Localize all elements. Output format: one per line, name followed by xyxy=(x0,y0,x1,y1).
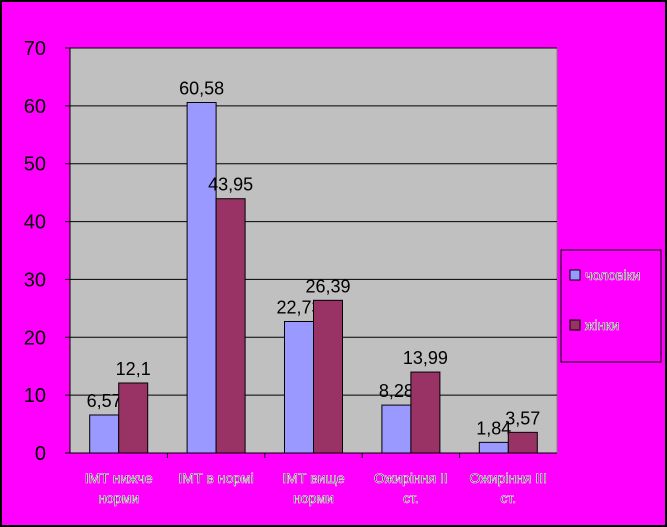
y-tick-label: 20 xyxy=(24,327,46,349)
x-tick-label: ст. xyxy=(500,490,516,506)
data-label: 8,28 xyxy=(379,381,414,401)
bar-series1 xyxy=(284,320,314,454)
bar-series2 xyxy=(118,382,149,454)
bar-series1 xyxy=(89,414,120,454)
data-label: 13,99 xyxy=(403,348,448,368)
y-tick-label: 60 xyxy=(24,96,46,118)
x-tick-label: ІМТ в нормі xyxy=(178,470,253,486)
legend-swatch xyxy=(569,319,581,331)
bar-series2 xyxy=(410,371,441,454)
bar-series2 xyxy=(507,431,538,454)
data-label: 6,57 xyxy=(87,391,122,411)
data-label: 60,58 xyxy=(179,79,224,99)
y-tick-label: 10 xyxy=(24,385,46,407)
x-tick-label: ІМТ нижче xyxy=(85,470,153,486)
x-tick-label: норми xyxy=(98,490,139,506)
x-tick-label: Ожиріння ІІІ xyxy=(470,470,548,486)
x-tick-label: ІМТ вище xyxy=(282,470,345,486)
bar-series1 xyxy=(381,404,412,454)
y-tick-label: 40 xyxy=(24,212,46,234)
x-tick-label: норми xyxy=(293,490,334,506)
bar-series1 xyxy=(186,102,217,454)
data-label: 43,95 xyxy=(208,175,253,195)
y-tick-label: 50 xyxy=(24,154,46,176)
y-tick-label: 30 xyxy=(24,269,46,291)
x-tick-label: ст. xyxy=(403,490,419,506)
data-label: 3,57 xyxy=(505,408,540,428)
data-label: 12,1 xyxy=(116,359,151,379)
x-tick-label: Ожиріння ІІ xyxy=(374,470,448,486)
legend-label: чоловіки xyxy=(585,267,640,283)
legend xyxy=(560,249,662,363)
bar-series1 xyxy=(478,441,509,454)
y-tick-label: 70 xyxy=(24,38,46,60)
y-tick-label: 0 xyxy=(35,443,46,465)
data-label: 26,39 xyxy=(305,276,350,296)
data-label: 1,84 xyxy=(476,418,511,438)
data-label: 22,73 xyxy=(276,297,321,317)
legend-label: жінки xyxy=(585,317,619,333)
legend-swatch xyxy=(569,269,581,281)
bar-series2 xyxy=(215,198,246,454)
bar-series2 xyxy=(313,299,343,454)
